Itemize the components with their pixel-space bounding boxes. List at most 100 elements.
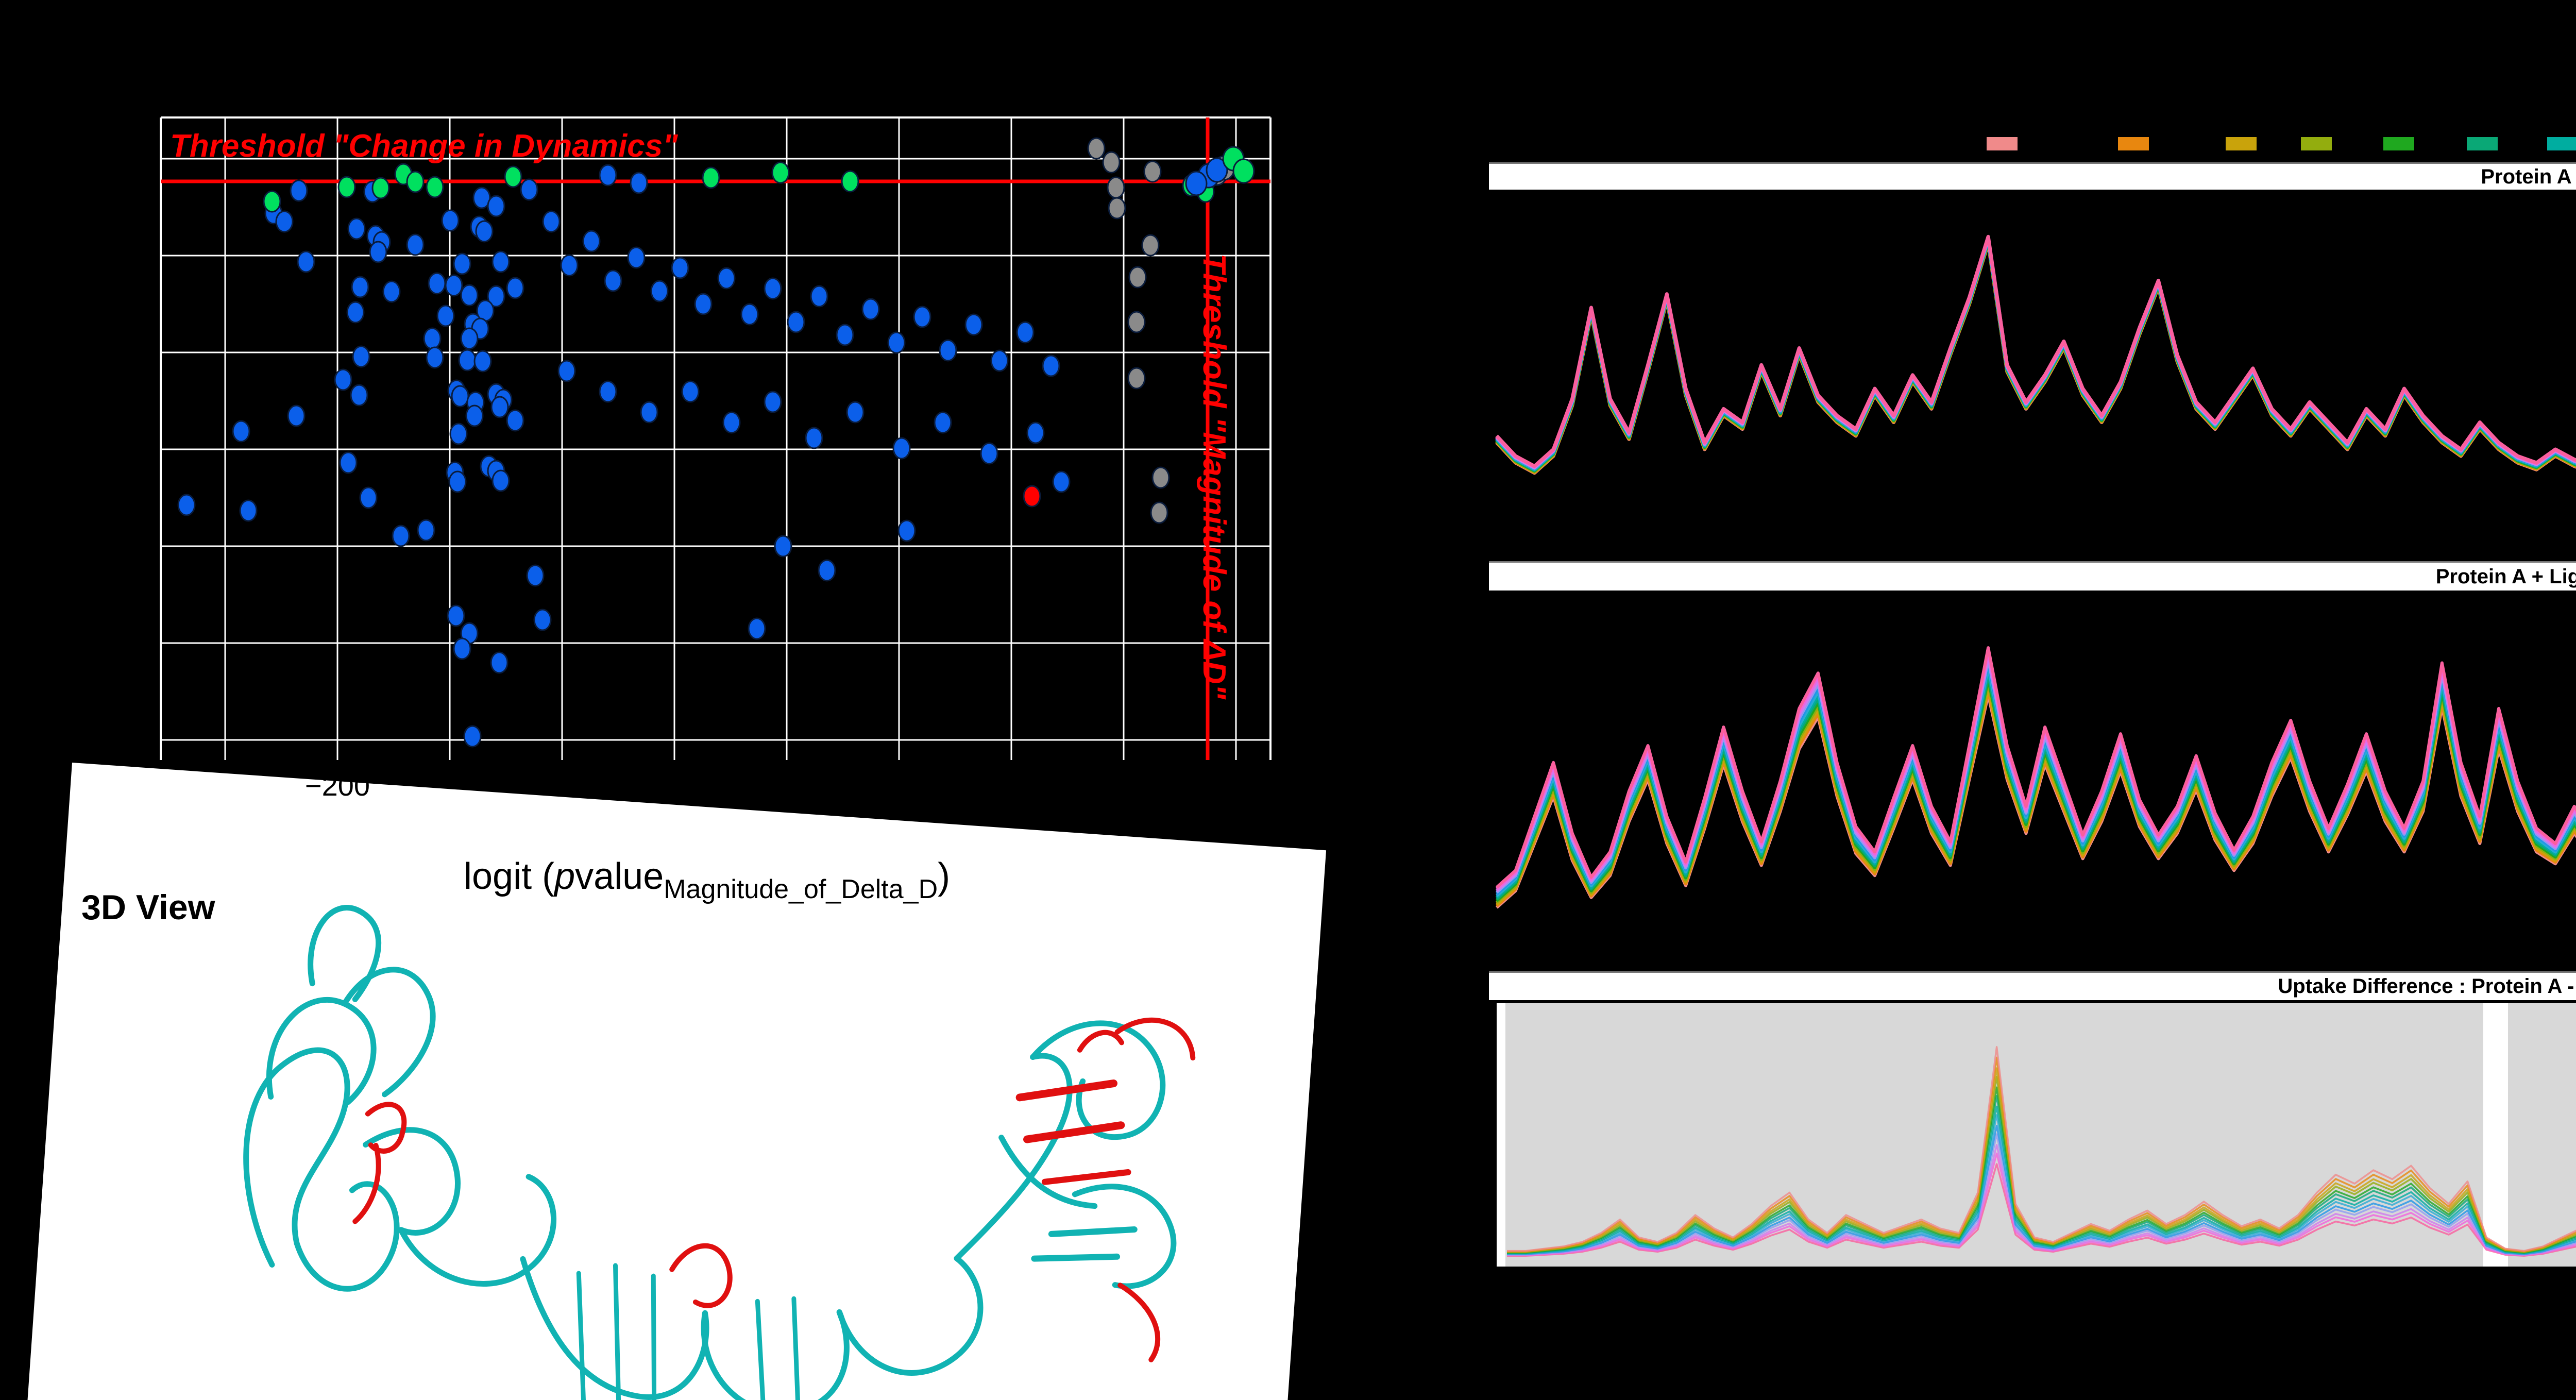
scatter-point-blue[interactable] [350, 384, 368, 407]
scatter-point-blue[interactable] [346, 301, 365, 324]
scatter-point-blue[interactable] [290, 179, 308, 202]
scatter-point-gray[interactable] [1108, 197, 1126, 220]
scatter-point-blue[interactable] [492, 250, 510, 273]
scatter-point-blue[interactable] [177, 494, 196, 516]
legend-swatch[interactable] [2547, 137, 2576, 150]
scatter-point-blue[interactable] [487, 285, 505, 308]
scatter-point-blue[interactable] [352, 345, 370, 368]
scatter-point-blue[interactable] [445, 274, 463, 297]
protein-structure[interactable] [16, 763, 1326, 1400]
scatter-point-blue[interactable] [836, 324, 854, 346]
scatter-point-blue[interactable] [934, 411, 952, 434]
scatter-point-green[interactable] [337, 176, 356, 198]
scatter-point-blue[interactable] [764, 391, 782, 413]
volcano-plot[interactable] [160, 116, 1272, 760]
scatter-point-gray[interactable] [1127, 311, 1146, 333]
scatter-point-green[interactable] [504, 165, 522, 188]
scatter-point-gray[interactable] [1107, 176, 1125, 199]
scatter-point-gray[interactable] [1141, 234, 1160, 257]
scatter-point-blue[interactable] [805, 427, 823, 449]
scatter-point-blue[interactable] [650, 280, 669, 302]
scatter-point-gray[interactable] [1102, 151, 1121, 174]
scatter-point-blue[interactable] [460, 327, 479, 350]
scatter-point-blue[interactable] [287, 404, 306, 427]
scatter-point-blue[interactable] [748, 617, 766, 640]
scatter-point-green[interactable] [702, 166, 720, 189]
scatter-point-blue[interactable] [428, 272, 446, 295]
legend-swatch[interactable] [2226, 137, 2257, 150]
scatter-point-blue[interactable] [887, 331, 906, 354]
scatter-point-blue[interactable] [892, 437, 911, 460]
scatter-point-green[interactable] [263, 190, 281, 213]
uptake-difference-chart[interactable] [1497, 1001, 2576, 1267]
scatter-point-blue[interactable] [599, 164, 617, 187]
scatter-point-green[interactable] [371, 177, 390, 199]
scatter-point-green[interactable] [426, 176, 444, 198]
scatter-point-blue[interactable] [582, 230, 601, 252]
scatter-point-blue[interactable] [939, 339, 957, 362]
scatter-point-blue[interactable] [774, 535, 792, 558]
scatter-point-blue[interactable] [520, 178, 538, 201]
scatter-point-blue[interactable] [722, 411, 741, 434]
scatter-point-gray[interactable] [1127, 367, 1146, 390]
scatter-point-blue[interactable] [599, 380, 617, 403]
scatter-point-green[interactable] [406, 171, 425, 193]
scatter-point-blue[interactable] [542, 210, 561, 233]
scatter-point-blue[interactable] [453, 252, 471, 275]
scatter-point-cluster-blue[interactable] [1185, 171, 1208, 196]
scatter-point-blue[interactable] [423, 327, 442, 350]
scatter-point-blue[interactable] [810, 285, 828, 308]
scatter-point-gray[interactable] [1150, 501, 1168, 524]
scatter-point-blue[interactable] [463, 725, 482, 748]
scatter-point-blue[interactable] [740, 303, 759, 326]
scatter-point-gray[interactable] [1128, 266, 1147, 289]
scatter-point-blue[interactable] [448, 470, 467, 493]
legend-swatch[interactable] [2301, 137, 2332, 150]
scatter-point-blue[interactable] [640, 401, 658, 424]
legend-swatch[interactable] [2467, 137, 2498, 150]
scatter-point-blue[interactable] [359, 486, 378, 509]
scatter-point-gray[interactable] [1143, 160, 1162, 183]
scatter-point-blue[interactable] [717, 267, 736, 290]
legend-swatch[interactable] [1987, 137, 2018, 150]
scatter-point-blue[interactable] [449, 423, 468, 445]
scatter-point-blue[interactable] [526, 564, 545, 587]
scatter-point-blue[interactable] [339, 451, 358, 474]
scatter-point-blue[interactable] [604, 269, 622, 292]
legend-swatch[interactable] [2118, 137, 2149, 150]
scatter-point-blue[interactable] [964, 313, 983, 336]
scatter-point-blue[interactable] [506, 409, 524, 432]
scatter-point-blue[interactable] [897, 519, 916, 542]
scatter-point-blue[interactable] [671, 257, 689, 279]
scatter-point-blue[interactable] [232, 420, 250, 443]
scatter-point-blue[interactable] [275, 210, 294, 233]
scatter-point-blue[interactable] [1026, 421, 1045, 444]
scatter-point-blue[interactable] [447, 604, 465, 627]
scatter-point-blue[interactable] [441, 209, 460, 232]
scatter-point-green[interactable] [841, 170, 859, 193]
scatter-point-blue[interactable] [764, 277, 782, 300]
scatter-point-blue[interactable] [1016, 321, 1035, 344]
scatter-point-blue[interactable] [694, 293, 713, 315]
scatter-point-blue[interactable] [1042, 355, 1060, 377]
scatter-point-blue[interactable] [846, 401, 865, 424]
scatter-point-blue[interactable] [861, 298, 880, 321]
scatter-point-blue[interactable] [506, 277, 524, 299]
scatter-point-blue[interactable] [560, 254, 579, 277]
scatter-point-blue[interactable] [460, 284, 479, 307]
scatter-point-gray[interactable] [1087, 137, 1106, 160]
scatter-point-blue[interactable] [297, 250, 315, 273]
scatter-point-blue[interactable] [818, 559, 836, 582]
scatter-point-blue[interactable] [239, 499, 258, 522]
scatter-point-blue[interactable] [627, 246, 646, 269]
scatter-point-blue[interactable] [426, 346, 444, 369]
scatter-point-blue[interactable] [451, 385, 469, 408]
scatter-point-blue[interactable] [458, 349, 477, 372]
scatter-point-blue[interactable] [417, 519, 435, 542]
scatter-point-blue[interactable] [465, 404, 484, 427]
scatter-point-blue[interactable] [990, 349, 1009, 372]
scatter-point-blue[interactable] [406, 233, 425, 256]
scatter-point-blue[interactable] [630, 172, 648, 194]
scatter-point-blue[interactable] [487, 195, 505, 217]
